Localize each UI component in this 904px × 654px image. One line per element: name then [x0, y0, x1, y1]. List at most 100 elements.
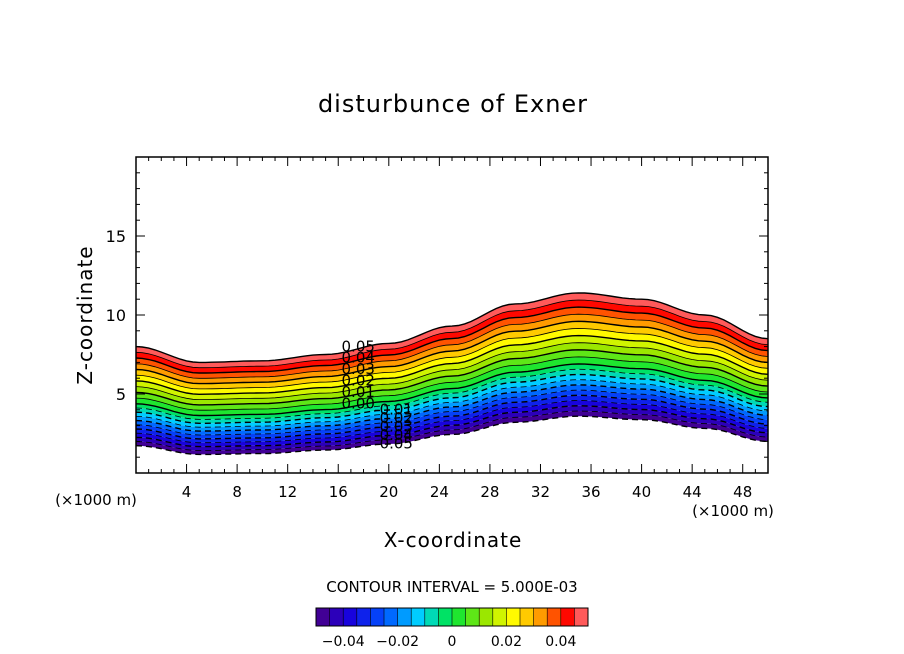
contour-band — [136, 328, 768, 395]
contour-label-layer: 0.050.040.030.020.010.00 -0.01-0.02-0.03-… — [342, 337, 413, 452]
contour-label: 0.00 — [342, 394, 375, 412]
contour-band — [136, 307, 768, 379]
contour-band — [136, 400, 768, 447]
x-tick-label: 48 — [733, 483, 752, 501]
contour-band — [136, 314, 768, 384]
contour-line — [135, 349, 769, 406]
contour-line — [135, 400, 769, 444]
contour-line — [135, 379, 769, 428]
colorbar-tick-label: −0.02 — [376, 634, 419, 650]
colorbar-cell — [424, 608, 439, 626]
contour-interval-text: CONTOUR INTERVAL = 5.000E-03 — [326, 578, 577, 596]
colorbar-cell — [547, 608, 562, 626]
colorbar-cell — [384, 608, 398, 626]
y-axis-label: Z-coordinate — [73, 245, 97, 384]
colorbar-cell — [492, 608, 507, 626]
colorbar-tick-label: 0 — [448, 634, 457, 650]
contour-line — [135, 320, 769, 385]
colorbar-tick-label: 0.02 — [491, 634, 522, 650]
contour-band — [136, 374, 768, 428]
contour-label: -0.03 — [374, 418, 413, 436]
contour-line — [135, 363, 769, 417]
contour-band — [136, 356, 768, 416]
colorbar-cell — [574, 608, 589, 626]
contour-label: 0.02 — [342, 371, 375, 389]
contour-line — [135, 373, 769, 424]
colorbar-cell — [343, 608, 358, 626]
contour-line — [135, 292, 769, 364]
x-tick-label: 12 — [278, 483, 297, 501]
x-tick-labels: 4 8 12 16 20 24 28 32 36 40 44 48 — [182, 483, 752, 501]
colorbar-cell — [452, 608, 466, 626]
colorbar-tick-labels: −0.04 −0.02 0 0.02 0.04 — [322, 634, 577, 650]
colorbar-cell — [560, 608, 575, 626]
contour-fill-layer — [136, 292, 768, 455]
axis-ticks — [135, 156, 769, 474]
contour-line — [135, 334, 769, 396]
x-tick-label: 36 — [581, 483, 600, 501]
colorbar-frame — [315, 607, 589, 627]
contour-line — [135, 306, 769, 374]
contour-line — [135, 405, 769, 448]
y-tick-label: 15 — [106, 227, 126, 246]
x-axis-label: X-coordinate — [384, 528, 523, 552]
x-tick-label: 28 — [480, 483, 499, 501]
contour-label: -0.05 — [374, 435, 413, 453]
contour-band — [136, 335, 768, 400]
contour-band — [136, 384, 768, 435]
colorbar-cell — [506, 608, 521, 626]
colorbar-cell — [465, 608, 480, 626]
colorbar-cell — [411, 608, 426, 626]
contour-line — [135, 299, 769, 369]
colorbar-cell — [533, 608, 548, 626]
contour-band — [136, 411, 768, 455]
contour-label: 0.04 — [342, 349, 375, 367]
x-unit-left: (×1000 m) — [55, 491, 137, 509]
contour-label: -0.02 — [374, 409, 413, 427]
contour-label: 0.05 — [342, 337, 375, 355]
x-tick-label: 24 — [430, 483, 449, 501]
colorbar-cell — [479, 608, 494, 626]
colorbar-cell — [356, 608, 371, 626]
y-tick-label: 5 — [116, 385, 126, 404]
contour-line — [135, 328, 769, 390]
contour-band — [136, 349, 768, 411]
chart-title: disturbunce of Exner — [318, 90, 588, 118]
colorbar-tick-label: −0.04 — [322, 634, 365, 650]
contour-line — [135, 389, 769, 436]
contour-line — [135, 410, 769, 451]
contour-band — [136, 369, 768, 424]
contour-line — [135, 313, 769, 379]
contour-label: 0.03 — [342, 360, 375, 378]
colorbar — [315, 607, 589, 627]
contour-line — [135, 394, 769, 440]
colorbar-cell — [438, 608, 453, 626]
contour-line — [135, 342, 769, 401]
contour-label: -0.01 — [374, 401, 413, 419]
contour-line — [135, 356, 769, 411]
x-tick-label: 16 — [329, 483, 348, 501]
colorbar-cell — [329, 608, 344, 626]
x-tick-label: 4 — [182, 483, 192, 501]
y-tick-label: 10 — [106, 306, 126, 325]
contour-band — [136, 321, 768, 389]
contour-line-layer — [135, 292, 769, 456]
x-tick-label: 32 — [531, 483, 550, 501]
contour-line — [135, 368, 769, 420]
colorbar-cell — [370, 608, 385, 626]
colorbar-cell — [316, 608, 330, 626]
contour-line — [135, 415, 769, 456]
contour-band — [136, 405, 768, 451]
colorbar-cell — [397, 608, 412, 626]
contour-band — [136, 379, 768, 432]
x-tick-label: 20 — [379, 483, 398, 501]
x-tick-label: 44 — [683, 483, 702, 501]
colorbar-cell — [520, 608, 534, 626]
colorbar-tick-label: 0.04 — [545, 634, 576, 650]
contour-band — [136, 300, 768, 373]
contour-band — [136, 390, 768, 439]
x-tick-label: 8 — [232, 483, 242, 501]
contour-label: -0.04 — [374, 426, 413, 444]
contour-band — [136, 364, 768, 420]
